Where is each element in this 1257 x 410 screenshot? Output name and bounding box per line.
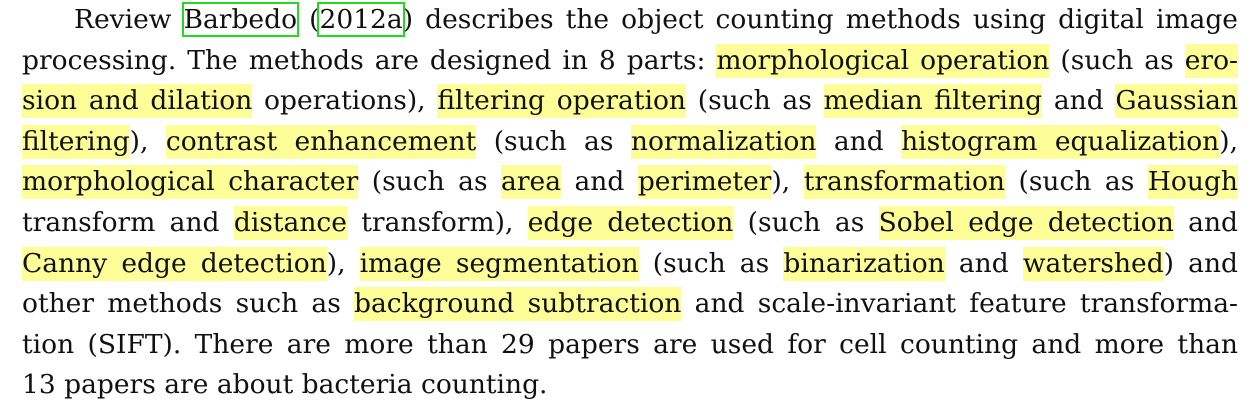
highlighted-term: edge detection (527, 205, 734, 240)
highlighted-term: area (501, 165, 561, 200)
text-run: and (816, 125, 902, 157)
text-line: 13 papers are about bacteria counting. (22, 365, 1238, 406)
text-run: (such as (685, 85, 824, 117)
highlighted-term: watershed (1022, 246, 1164, 281)
text-run: ( (297, 4, 320, 35)
text-line: filtering), contrast enhancement (such a… (22, 122, 1238, 163)
highlighted-term: normalization (630, 124, 817, 159)
text-run: and (944, 247, 1023, 279)
text-line: sion and dilation operations), filtering… (22, 81, 1238, 122)
text-run: and (1042, 85, 1116, 117)
highlighted-term: sion and dilation (22, 84, 253, 119)
text-run: processing. The methods are designed in … (22, 44, 717, 76)
highlighted-term: median filtering (823, 84, 1043, 119)
text-run: ) describes the object counting methods … (402, 4, 1238, 35)
highlighted-term: morphological character (22, 165, 359, 200)
text-line: other methods such as background subtrac… (22, 284, 1238, 325)
highlighted-term: ero- (1184, 43, 1238, 78)
text-run: (such as (476, 125, 631, 157)
text-line: tion (SIFT). There are more than 29 pape… (22, 325, 1238, 366)
text-run: tion (SIFT). There are more than 29 pape… (22, 328, 1238, 360)
highlighted-term: histogram equalization (901, 124, 1220, 159)
text-run: transform and (22, 206, 234, 238)
text-run: ), (129, 125, 166, 157)
citation-link[interactable]: Barbedo (181, 2, 300, 37)
text-run: (such as (1005, 166, 1148, 198)
text-run: and (1173, 206, 1238, 238)
text-line: morphological character (such as area an… (22, 162, 1238, 203)
text-run: and scale-invariant feature transforma- (681, 288, 1238, 320)
highlighted-term: Canny edge detection (22, 246, 327, 281)
review-paragraph: Review Barbedo (2012a) describes the obj… (22, 0, 1238, 406)
highlighted-term: Hough (1147, 165, 1238, 200)
citation-link[interactable]: 2012a (317, 2, 405, 37)
highlighted-term: perimeter (637, 165, 772, 200)
highlighted-term: filtering operation (437, 84, 686, 119)
highlighted-term: morphological operation (716, 43, 1050, 78)
highlighted-term: contrast enhancement (165, 124, 477, 159)
highlighted-term: filtering (22, 124, 130, 159)
text-line: processing. The methods are designed in … (22, 41, 1238, 82)
highlighted-term: image segmentation (359, 246, 639, 281)
highlighted-term: background subtraction (354, 287, 682, 322)
text-run: 13 papers are about bacteria counting. (22, 369, 548, 401)
text-line: transform and distance transform), edge … (22, 203, 1238, 244)
text-line: Review Barbedo (2012a) describes the obj… (22, 0, 1238, 41)
text-run: transform), (346, 206, 528, 238)
text-run: (such as (733, 206, 879, 238)
highlighted-term: Gaussian (1115, 84, 1238, 119)
text-run: ), (771, 166, 804, 198)
text-run: (such as (1049, 44, 1185, 76)
highlighted-term: distance (233, 205, 347, 240)
text-line: Canny edge detection), image segmentatio… (22, 244, 1238, 285)
text-run: operations), (252, 85, 438, 117)
text-run: ), (1219, 125, 1238, 157)
text-run: (such as (638, 247, 784, 279)
text-run: Review (74, 4, 184, 35)
text-run: (such as (358, 166, 502, 198)
text-run: other methods such as (22, 288, 355, 320)
text-run: ), (326, 247, 360, 279)
highlighted-term: binarization (783, 246, 945, 281)
text-run: ) and (1163, 247, 1238, 279)
text-run: and (561, 166, 638, 198)
highlighted-term: Sobel edge detection (878, 205, 1174, 240)
highlighted-term: transformation (803, 165, 1005, 200)
